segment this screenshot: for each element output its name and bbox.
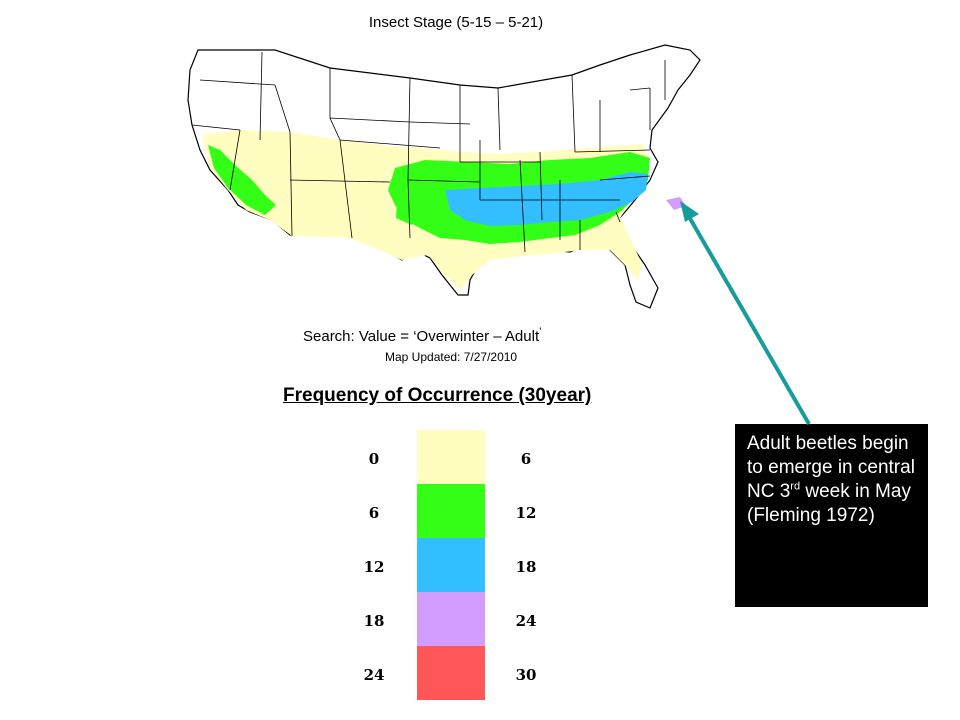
legend-low-value: 12 (363, 558, 385, 576)
map-updated-date: Map Updated: 7/27/2010 (385, 350, 518, 364)
annotation-text: Adult beetles begin to emerge in central… (747, 433, 915, 502)
legend-swatch (417, 646, 485, 700)
legend-high-value: 30 (515, 666, 537, 684)
legend-swatch (417, 430, 485, 484)
annotation-box: Adult beetles begin to emerge in central… (735, 424, 928, 607)
zone-18-24 (666, 197, 686, 210)
legend-low-value: 0 (368, 450, 380, 468)
legend: 0 6 6 12 12 18 18 24 24 30 (340, 430, 580, 702)
zone-12-18 (445, 172, 648, 226)
annotation-superscript: rd (790, 480, 801, 493)
legend-high-value: 18 (515, 558, 537, 576)
map-title: Insect Stage (5-15 – 5-21) (368, 14, 544, 31)
search-prefix: Search: Value = (303, 328, 414, 345)
legend-low-value: 6 (368, 504, 380, 522)
search-caption: Search: Value = ‘Overwinter – Adult’ (303, 326, 542, 345)
legend-row: 12 18 (340, 538, 580, 592)
search-close-quote: ’ (539, 326, 542, 338)
legend-high-value: 24 (515, 612, 537, 630)
legend-high-value: 12 (515, 504, 537, 522)
search-value: ‘Overwinter – Adult (413, 328, 540, 345)
legend-high-value: 6 (520, 450, 532, 468)
state-boundaries (191, 51, 666, 253)
legend-swatch (417, 538, 485, 592)
zone-6-12 (396, 185, 420, 225)
legend-low-value: 18 (363, 612, 385, 630)
legend-row: 18 24 (340, 592, 580, 646)
legend-title: Frequency of Occurrence (30year) (283, 385, 592, 406)
legend-row: 6 12 (340, 484, 580, 538)
legend-swatch (417, 484, 485, 538)
legend-swatch (417, 592, 485, 646)
zone-6-12 (208, 145, 276, 215)
legend-row: 24 30 (340, 646, 580, 700)
annotation-text-end: week in May (Fleming 1972) (747, 481, 911, 526)
legend-low-value: 24 (363, 666, 385, 684)
us-map (187, 44, 701, 309)
